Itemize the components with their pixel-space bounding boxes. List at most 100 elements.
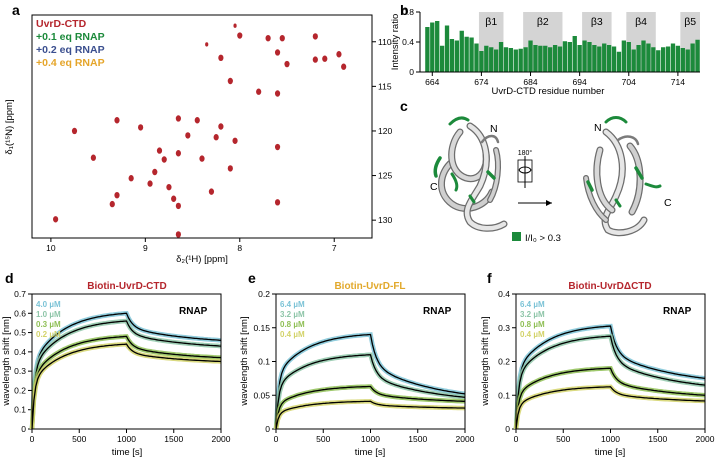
x-tick-label: 0 (30, 434, 35, 444)
conc-label-f-1: 6.4 µM (520, 300, 545, 309)
nmr-peak (274, 90, 281, 97)
nmr-peak (341, 63, 347, 70)
nmr-peak (71, 127, 78, 135)
nmr-peak (218, 54, 224, 62)
intensity-bar (538, 45, 543, 72)
conc-label-f-3: 0.8 µM (520, 320, 545, 329)
bli-fit-curve (275, 400, 466, 430)
y-tick-label: 0.2 (14, 385, 26, 395)
y-tick-label: 0.05 (253, 390, 270, 400)
intensity-bar (543, 45, 548, 72)
legend-04-eq-rnap: +0.4 eq RNAP (36, 57, 105, 69)
intensity-bar (616, 51, 622, 72)
intensity-bar (523, 47, 528, 72)
intensity-bar (685, 49, 690, 72)
bli-panel-d: Biotin-UvrD-CTD 0 500 1000 1500 200000.10.20… (1, 281, 231, 458)
intensity-bar (651, 47, 656, 72)
conc-label-d-4: 0.2 µM (36, 330, 61, 339)
bli-frame-e (275, 293, 466, 430)
nmr-peak (147, 180, 153, 187)
legend-uvrd-ctd: UvrD-CTD (36, 18, 87, 30)
bli-fit-curve (275, 385, 465, 430)
nmr-peaks (53, 23, 347, 238)
x-tick-label: 0 (274, 434, 279, 444)
intensity-bar (513, 49, 518, 72)
intensity-bar (439, 45, 445, 72)
arrow-head-icon (546, 200, 552, 206)
bli-frame-d (31, 293, 222, 430)
nmr-peak (274, 49, 281, 56)
x-tick-label: 704 (622, 77, 636, 87)
nmr-peak (336, 51, 342, 58)
n-terminus-label-right: N (594, 122, 602, 134)
intensity-bar (435, 21, 440, 72)
beta-strand-label: β2 (537, 16, 549, 28)
beta-strand-region (680, 12, 700, 72)
x-tick-label: 714 (671, 77, 685, 87)
bli-fit-curve (515, 386, 706, 430)
conc-label-e-4: 0.4 µM (280, 330, 305, 339)
x-tick-label: 684 (523, 77, 537, 87)
panel-letter-a: a (12, 2, 20, 18)
bli-fit-curve (31, 335, 222, 430)
nmr-peak (156, 147, 163, 154)
intensity-axis-ticks: 664 674 684 694 704 714 0 0.4 0.8 (402, 7, 685, 87)
beta-strand-label: β1 (485, 16, 497, 28)
intensity-bar (444, 25, 450, 72)
y-tick-label: 0.1 (258, 357, 270, 367)
nmr-peak (114, 117, 120, 124)
y-tick-label: 0.15 (253, 323, 270, 333)
intensity-bar (592, 45, 597, 72)
nmr-peak (227, 77, 233, 85)
intensity-bar (430, 22, 435, 72)
intensity-bar (582, 40, 587, 72)
bli-data-trace (29, 334, 222, 430)
intensity-bar (646, 43, 651, 72)
bli-axis-ticks-d: 0 500 1000 1500 2000 0 0.1 0.2 0.3 0.4 0.5 0.6 0.7 (14, 289, 231, 444)
nmr-peak (205, 42, 209, 47)
nmr-axis-ticks: 10 9 8 7 110 115 120 125 130 (46, 37, 392, 253)
intensity-bar (597, 46, 602, 72)
y-tick-label: 0.6 (14, 308, 26, 318)
nmr-peak (166, 183, 172, 191)
bli-fit-curve (31, 320, 222, 430)
y-tick-label: 0.4 (402, 37, 414, 47)
intensity-bar (552, 45, 558, 72)
intensity-bar (602, 43, 607, 72)
nmr-peak (274, 199, 281, 206)
intensity-bar (479, 51, 484, 72)
nmr-peak (175, 115, 181, 122)
x-tick-label: 500 (556, 434, 570, 444)
intensity-bar (548, 47, 553, 72)
intensity-bar (464, 36, 469, 72)
ribbon-structure-left (433, 116, 508, 232)
nmr-peak (53, 216, 59, 223)
conc-label-e-2: 3.2 µM (280, 310, 305, 319)
intensity-bar (675, 45, 681, 72)
intensity-bars (425, 21, 700, 72)
bli-x-label-e: time [s] (355, 447, 386, 458)
intensity-bar (621, 40, 627, 72)
conc-label-f-4: 0.4 µM (520, 330, 545, 339)
x-tick-label: 1500 (408, 434, 427, 444)
intensity-bar (656, 50, 661, 72)
intensity-bar (606, 45, 612, 72)
rotation-indicator: 180° (517, 149, 552, 206)
x-tick-label: 10 (46, 243, 56, 253)
intensity-bar (626, 42, 631, 72)
x-tick-label: 0 (514, 434, 519, 444)
y-tick-label: 110 (378, 37, 392, 47)
intensity-bar (503, 47, 509, 72)
nmr-peak (194, 117, 200, 124)
rnap-label-f: RNAP (663, 306, 692, 317)
x-tick-label: 8 (237, 243, 242, 253)
legend-01-eq-rnap: +0.1 eq RNAP (36, 31, 105, 43)
ribbon-structure-right (583, 116, 662, 237)
nmr-peak (138, 124, 144, 131)
conc-label-d-2: 1.0 µM (36, 310, 61, 319)
nmr-peak (114, 191, 120, 199)
rotation-angle: 180° (518, 149, 533, 157)
x-tick-label: 2000 (456, 434, 475, 444)
bli-y-label-e: wavelength shift [nm] (239, 316, 250, 406)
intensity-bar (474, 43, 479, 72)
